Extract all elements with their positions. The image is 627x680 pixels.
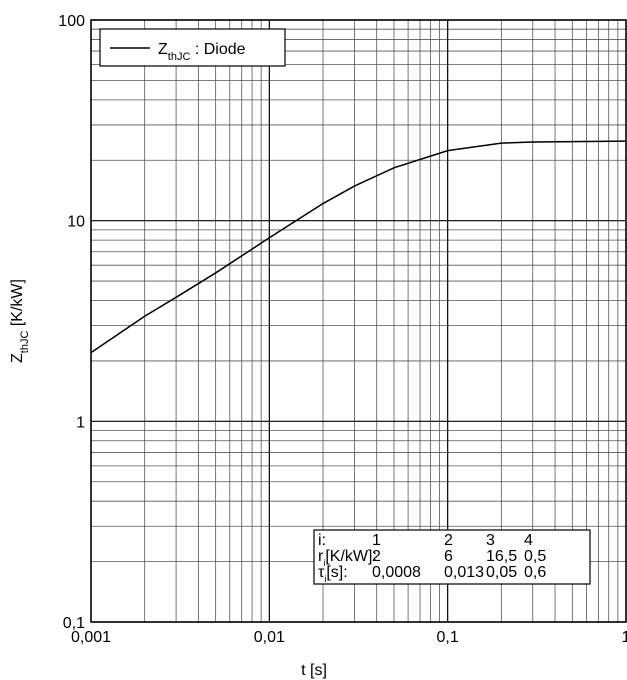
- table-row-label-part: i: [324, 574, 326, 584]
- table-cell: 4: [524, 532, 533, 549]
- x-axis-label: t [s]: [301, 662, 327, 679]
- table-row-label-part: i: [323, 558, 325, 568]
- table-cell: 1: [372, 532, 381, 549]
- table-cell: 3: [486, 532, 495, 549]
- plot-frame: [90, 19, 627, 623]
- table-row-label-part: τ: [318, 564, 325, 581]
- legend-label-part: thJC: [168, 51, 191, 63]
- y-tick-label: 10: [67, 214, 85, 231]
- legend-label: ZthJC : Diode: [158, 41, 246, 63]
- table-cell: 0,0008: [372, 564, 421, 581]
- y-axis-label-part: Z: [9, 353, 26, 363]
- legend-label-part: : Diode: [190, 41, 245, 58]
- y-tick-label: 0,1: [63, 615, 85, 632]
- table-cell: 0,05: [486, 564, 517, 581]
- table-row-label-part: [s]:: [326, 564, 347, 581]
- table-row-label-part: [K/kW]:: [325, 548, 377, 565]
- table-cell: 0,6: [524, 564, 546, 581]
- table-row-label-part: r: [318, 548, 324, 565]
- y-tick-label: 1: [76, 414, 85, 431]
- table-row-label: i:: [318, 532, 326, 549]
- y-axis-label-part: thJC: [19, 331, 31, 354]
- table-cell: 0,013: [444, 564, 484, 581]
- table-cell: 6: [444, 548, 453, 565]
- legend-label-part: Z: [158, 41, 168, 58]
- x-tick-label: 0,1: [437, 629, 459, 646]
- table-row-label: τi[s]:: [318, 564, 348, 584]
- table-cell: 2: [444, 532, 453, 549]
- table-row-label: ri[K/kW]:: [318, 548, 377, 568]
- table-box: [313, 529, 591, 585]
- series-line: [90, 140, 627, 354]
- x-tick-label: 1: [622, 629, 627, 646]
- x-tick-label: 0,01: [254, 629, 285, 646]
- y-tick-label: 100: [58, 13, 85, 30]
- table-cell: 2: [372, 548, 381, 565]
- table-row-label-part: i:: [318, 532, 326, 549]
- y-axis-label: ZthJC [K/kW]: [9, 279, 31, 363]
- x-tick-label: 0,001: [71, 629, 111, 646]
- table-cell: 0,5: [524, 548, 546, 565]
- table-cell: 16,5: [486, 548, 517, 565]
- y-axis-label-part: [K/kW]: [9, 279, 26, 331]
